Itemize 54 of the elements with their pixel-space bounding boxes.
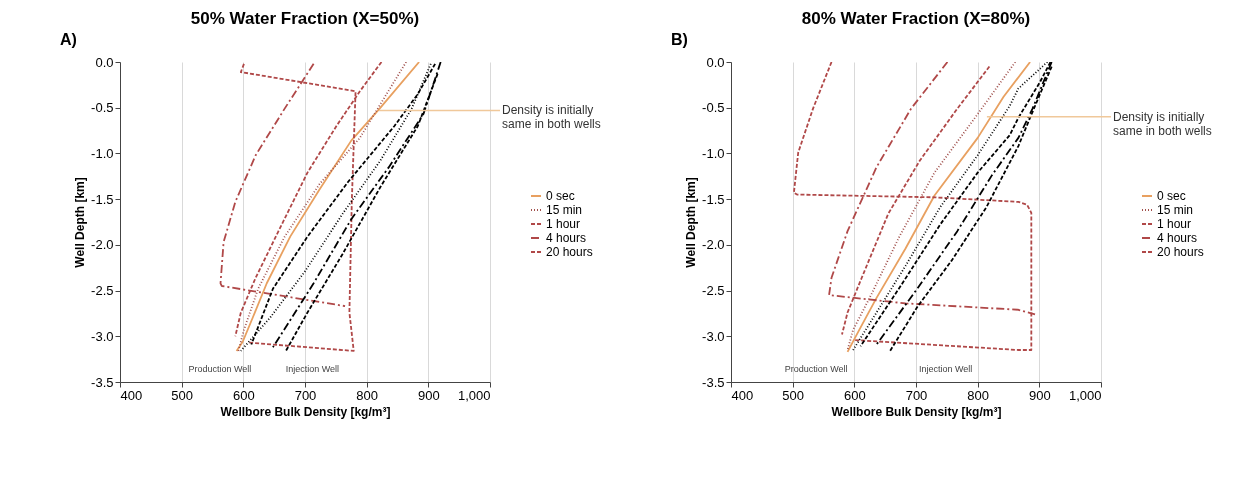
- x-tick-label: 600: [843, 387, 866, 403]
- x-tick-label: 500: [782, 387, 805, 403]
- annotation: Production Well: [784, 364, 848, 375]
- y-tick-label: -1.5: [702, 191, 725, 207]
- x-tick-label: 900: [417, 387, 440, 403]
- x-tick-label: 800: [356, 387, 379, 403]
- annotation: Production Well: [188, 364, 252, 375]
- y-tick-label: 0.0: [95, 54, 114, 70]
- legend-label: 0 sec: [1157, 189, 1186, 203]
- y-tick-label: 0.0: [706, 54, 725, 70]
- x-axis-title: Wellbore Bulk Density [kg/m³]: [831, 404, 1002, 419]
- y-axis-title: Well Depth [km]: [684, 177, 699, 268]
- x-tick-label: 800: [967, 387, 990, 403]
- y-tick-label: -3.0: [702, 328, 725, 344]
- x-tick-label: 1,000: [1068, 387, 1102, 403]
- x-axis-title: Wellbore Bulk Density [kg/m³]: [220, 404, 391, 419]
- legend-label: 15 min: [546, 203, 583, 217]
- y-tick-label: -3.0: [91, 328, 114, 344]
- legend-label: 15 min: [1157, 203, 1194, 217]
- chart-title: 80% Water Fraction (X=80%): [801, 9, 1031, 28]
- y-tick-label: -1.0: [91, 145, 114, 161]
- x-tick-label: 400: [120, 387, 143, 403]
- legend-label: 4 hours: [1157, 231, 1198, 245]
- y-tick-label: -2.5: [702, 283, 725, 299]
- annotation: Density is initially same in both wells: [502, 103, 601, 132]
- legend-label: 20 hours: [1157, 245, 1204, 259]
- x-tick-label: 1,000: [457, 387, 491, 403]
- text: A): [60, 31, 77, 48]
- text: B): [671, 31, 688, 48]
- x-tick-label: 500: [171, 387, 194, 403]
- y-tick-label: -3.5: [702, 374, 725, 390]
- legend-label: 1 hour: [1157, 217, 1192, 231]
- y-tick-label: -1.5: [91, 191, 114, 207]
- annotation: Density is initially same in both wells: [1113, 109, 1212, 138]
- y-tick-label: -2.0: [91, 237, 114, 253]
- annotation: Injection Well: [918, 364, 973, 375]
- y-tick-label: -0.5: [702, 100, 725, 116]
- chart-title: 50% Water Fraction (X=50%): [190, 9, 420, 28]
- x-tick-label: 700: [905, 387, 928, 403]
- y-tick-label: -0.5: [91, 100, 114, 116]
- y-tick-label: -2.5: [91, 283, 114, 299]
- legend-label: 20 hours: [546, 245, 593, 259]
- x-tick-label: 900: [1028, 387, 1051, 403]
- y-tick-label: -3.5: [91, 374, 114, 390]
- x-tick-label: 700: [294, 387, 317, 403]
- legend-label: 4 hours: [546, 231, 587, 245]
- y-tick-label: -2.0: [702, 237, 725, 253]
- annotation: Injection Well: [285, 364, 340, 375]
- x-tick-label: 600: [232, 387, 255, 403]
- legend-label: 0 sec: [546, 189, 575, 203]
- legend-label: 1 hour: [546, 217, 581, 231]
- y-axis-title: Well Depth [km]: [73, 177, 88, 268]
- y-tick-label: -1.0: [702, 145, 725, 161]
- x-tick-label: 400: [731, 387, 754, 403]
